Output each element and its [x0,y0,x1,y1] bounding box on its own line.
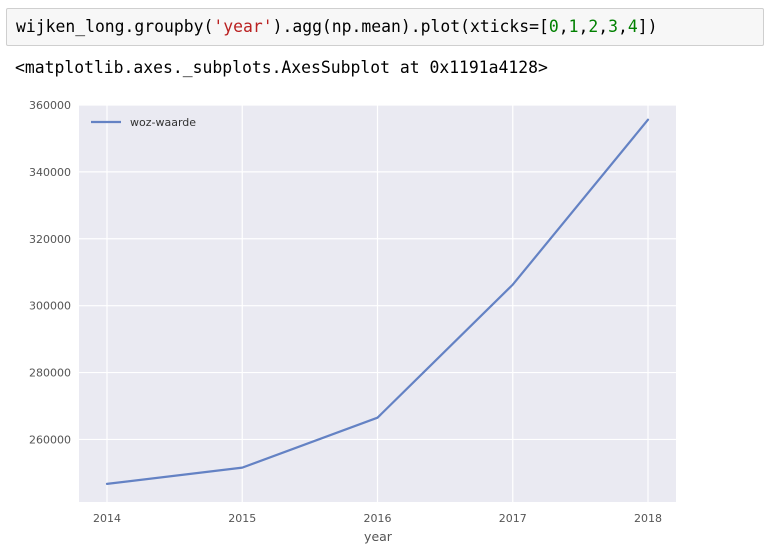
grid-lines [79,104,676,502]
x-axis-label: year [364,529,393,544]
y-tick-label: 320000 [29,233,71,246]
x-tick-label: 2018 [634,512,662,525]
y-tick-label: 260000 [29,433,71,446]
code-token: 4 [627,17,638,36]
output-text: <matplotlib.axes._subplots.AxesSubplot a… [15,58,548,77]
y-tick-label: 280000 [29,367,71,380]
tick-labels: 2014 2015 2016 2017 2018 260000 280000 300000 32… [29,99,662,525]
series-layer [105,118,650,485]
code-token: ).agg(np.mean).plot(xticks=[ [272,17,549,36]
code-token: , [578,17,589,36]
code-token: ]) [637,17,658,36]
x-tick-label: 2017 [499,512,527,525]
code-token: 2 [588,17,599,36]
code-token: 'year' [213,17,273,36]
code-token: 0 [548,17,559,36]
code-token: , [598,17,609,36]
series-line-woz-waarde [105,118,650,485]
y-tick-label: 340000 [29,166,71,179]
legend-label: woz-waarde [130,116,196,129]
y-tick-label: 360000 [29,99,71,112]
x-tick-label: 2014 [93,512,121,525]
code-cell[interactable]: wijken_long.groupby('year').agg(np.mean)… [6,8,764,46]
code-token: , [618,17,628,36]
code-token: , [558,17,569,36]
legend: woz-waarde [91,116,196,129]
code-token: 3 [608,17,619,36]
code-token: 1 [568,17,579,36]
code-token: wijken_long.groupby( [16,17,214,36]
x-tick-label: 2016 [364,512,392,525]
y-tick-label: 300000 [29,300,71,313]
x-tick-label: 2015 [228,512,256,525]
